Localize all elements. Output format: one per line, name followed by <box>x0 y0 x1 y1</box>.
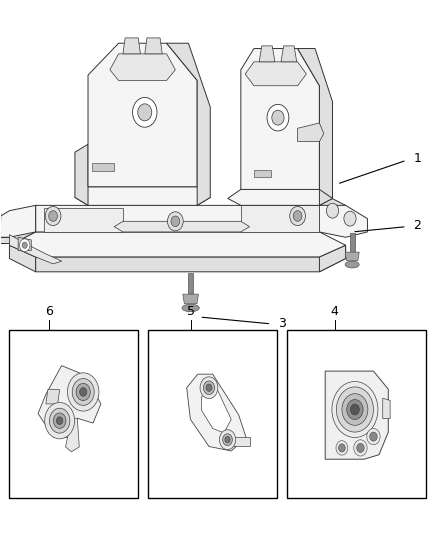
Polygon shape <box>187 374 246 451</box>
Polygon shape <box>281 46 297 62</box>
Polygon shape <box>319 245 346 272</box>
Circle shape <box>344 211 356 226</box>
Polygon shape <box>0 237 10 243</box>
Circle shape <box>45 206 61 225</box>
Polygon shape <box>297 123 324 142</box>
Circle shape <box>347 400 363 419</box>
Polygon shape <box>10 235 62 264</box>
Circle shape <box>133 98 157 127</box>
Polygon shape <box>92 163 114 171</box>
Circle shape <box>336 387 374 432</box>
Polygon shape <box>145 38 162 54</box>
Circle shape <box>339 444 345 452</box>
Circle shape <box>80 387 87 396</box>
Polygon shape <box>319 192 346 232</box>
Circle shape <box>206 384 212 391</box>
Circle shape <box>290 206 305 225</box>
Polygon shape <box>201 387 231 433</box>
Circle shape <box>357 443 364 453</box>
Ellipse shape <box>345 261 359 268</box>
Circle shape <box>326 203 339 218</box>
Polygon shape <box>350 233 354 252</box>
Polygon shape <box>325 371 389 459</box>
Bar <box>287 330 426 498</box>
Text: 6: 6 <box>45 305 53 318</box>
Text: 5: 5 <box>187 305 194 318</box>
Circle shape <box>367 429 380 445</box>
Bar <box>10 330 138 498</box>
Circle shape <box>350 404 359 415</box>
Polygon shape <box>228 189 332 205</box>
Circle shape <box>203 381 215 394</box>
Circle shape <box>342 394 368 425</box>
Polygon shape <box>241 205 319 232</box>
Text: 3: 3 <box>278 318 286 330</box>
Circle shape <box>200 377 218 399</box>
Polygon shape <box>254 169 272 177</box>
Circle shape <box>219 430 236 450</box>
Polygon shape <box>245 62 306 86</box>
Circle shape <box>49 408 70 433</box>
Polygon shape <box>319 205 367 237</box>
Circle shape <box>225 437 230 443</box>
Polygon shape <box>18 237 31 251</box>
Circle shape <box>45 402 74 439</box>
Circle shape <box>19 239 30 252</box>
Polygon shape <box>75 187 210 205</box>
Circle shape <box>67 373 99 411</box>
Polygon shape <box>383 398 390 418</box>
Circle shape <box>354 440 367 456</box>
Polygon shape <box>0 205 35 237</box>
Text: 4: 4 <box>331 305 339 318</box>
Polygon shape <box>123 38 141 54</box>
Circle shape <box>171 216 180 227</box>
Circle shape <box>57 417 63 424</box>
Circle shape <box>370 432 377 441</box>
Polygon shape <box>75 144 88 205</box>
Polygon shape <box>183 294 198 304</box>
Circle shape <box>267 104 289 131</box>
Polygon shape <box>231 438 250 447</box>
Ellipse shape <box>182 304 199 312</box>
Polygon shape <box>110 54 175 80</box>
Circle shape <box>332 382 378 438</box>
Circle shape <box>53 413 66 429</box>
Polygon shape <box>345 252 359 261</box>
Circle shape <box>336 441 348 455</box>
Bar <box>148 330 277 498</box>
Circle shape <box>76 383 90 401</box>
Circle shape <box>272 110 284 125</box>
Polygon shape <box>38 366 101 438</box>
Polygon shape <box>10 205 346 232</box>
Polygon shape <box>66 418 79 452</box>
Polygon shape <box>10 232 346 257</box>
Circle shape <box>22 242 27 248</box>
Polygon shape <box>88 43 197 187</box>
Polygon shape <box>188 273 193 294</box>
Circle shape <box>72 378 94 406</box>
Circle shape <box>293 211 302 221</box>
Circle shape <box>167 212 183 231</box>
Polygon shape <box>0 213 1 224</box>
Text: 2: 2 <box>413 219 421 231</box>
Circle shape <box>223 434 232 446</box>
Circle shape <box>138 104 152 121</box>
Circle shape <box>49 211 57 221</box>
Polygon shape <box>10 205 35 245</box>
Text: 1: 1 <box>413 152 421 165</box>
Polygon shape <box>319 150 332 205</box>
Polygon shape <box>35 245 346 272</box>
Polygon shape <box>166 43 210 205</box>
Polygon shape <box>297 49 332 198</box>
Polygon shape <box>10 245 35 272</box>
Polygon shape <box>259 46 275 62</box>
Polygon shape <box>114 221 250 232</box>
Polygon shape <box>46 390 60 404</box>
Polygon shape <box>44 208 123 232</box>
Polygon shape <box>241 49 319 189</box>
